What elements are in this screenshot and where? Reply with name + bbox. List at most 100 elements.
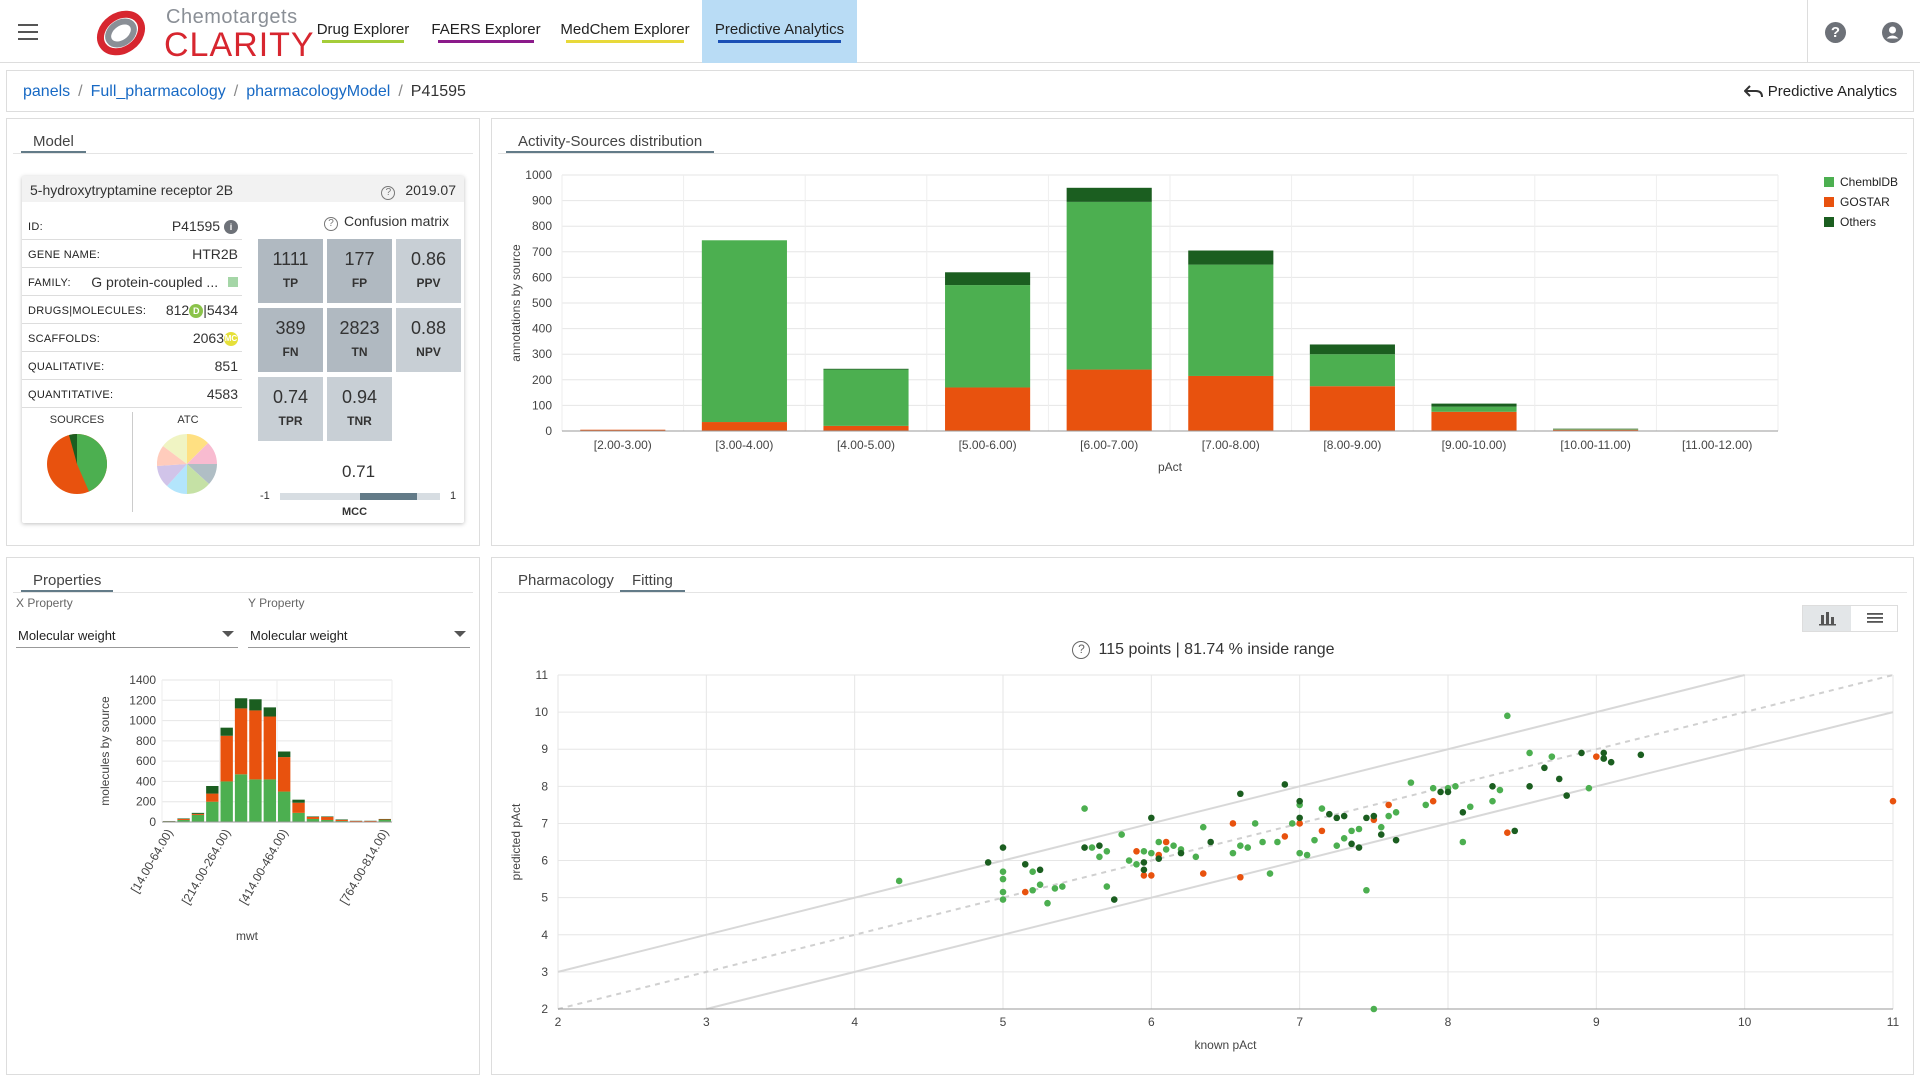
x-tick-label: [6.00-7.00) xyxy=(1080,438,1138,452)
point-others xyxy=(1444,788,1452,796)
undo-icon xyxy=(1743,85,1763,98)
point-others xyxy=(1578,749,1585,757)
account-icon[interactable] xyxy=(1882,22,1903,43)
back-to-predictive-analytics[interactable]: Predictive Analytics xyxy=(1743,83,1897,100)
scaffold-badge: MC xyxy=(224,332,238,347)
nav-drug-explorer[interactable]: Drug Explorer xyxy=(314,0,412,63)
x-tick-label: 11 xyxy=(1887,1015,1900,1029)
bar-others xyxy=(1553,428,1639,430)
point-gostar xyxy=(1429,797,1437,805)
tab-model[interactable]: Model xyxy=(21,127,86,153)
menu-icon[interactable] xyxy=(14,21,42,41)
point-chembldb xyxy=(1029,868,1036,875)
divider xyxy=(132,412,133,512)
bar-chembldb xyxy=(206,801,219,822)
point-chembldb xyxy=(895,877,903,885)
point-chembldb xyxy=(1096,853,1103,861)
diagonal-line xyxy=(557,674,1894,1010)
point-chembldb xyxy=(1489,797,1496,805)
field-value: 2063 xyxy=(192,330,224,346)
point-chembldb xyxy=(999,868,1007,875)
cm-value: 1111 xyxy=(272,249,309,269)
help-icon[interactable]: ? xyxy=(381,186,396,200)
y-tick-label: 10 xyxy=(535,705,549,719)
info-icon[interactable]: i xyxy=(224,220,238,235)
bar-gostar xyxy=(191,813,205,815)
bar-gostar xyxy=(206,793,219,802)
point-chembldb xyxy=(1496,786,1504,794)
nav-underline xyxy=(322,40,404,43)
y-tick-label: 5 xyxy=(541,891,548,905)
help-icon[interactable]: ? xyxy=(1825,22,1846,43)
bar-chembldb xyxy=(1066,201,1152,370)
tab-fitting[interactable]: Fitting xyxy=(620,566,685,592)
x-tick-label: 3 xyxy=(703,1015,710,1029)
point-chembldb xyxy=(1081,805,1088,812)
tab-pharmacology[interactable]: Pharmacology xyxy=(518,572,614,589)
point-gostar xyxy=(1133,847,1140,855)
mcc-max: 1 xyxy=(450,490,457,502)
help-icon[interactable]: ? xyxy=(1072,641,1091,659)
breadcrumb-link-panels[interactable]: panels xyxy=(23,83,71,100)
point-chembldb xyxy=(1355,825,1363,833)
y-tick-label: 0 xyxy=(545,424,552,438)
list-view-button[interactable] xyxy=(1851,606,1899,631)
y-axis-label: molecules by source xyxy=(98,696,112,806)
point-chembldb xyxy=(1244,844,1252,851)
mcc-min: -1 xyxy=(260,490,270,502)
point-gostar xyxy=(1281,833,1289,840)
breadcrumb-link-pharmacology-model[interactable]: pharmacologyModel xyxy=(246,83,391,100)
bar-gostar xyxy=(177,818,190,820)
fitting-scatter-chart[interactable]: 2 3 4 5 6 7 8 9 10 11 2 3 4 5 6 7 8 9 10 11 known pAct predic… xyxy=(492,668,1912,1068)
y-tick-label: 1000 xyxy=(525,168,552,182)
point-others xyxy=(1096,842,1103,850)
pies-area: SOURCES ATC xyxy=(22,408,242,518)
field-scaffolds: SCAFFOLDS: 2063MC xyxy=(22,324,242,352)
point-chembldb xyxy=(999,896,1007,903)
cm-tp: 1111 TP xyxy=(258,239,323,303)
activity-sources-chart[interactable]: 0 100 200 300 400 500 600 700 800 900 1000 [2.00-3.… xyxy=(492,155,1912,545)
point-chembldb xyxy=(1429,784,1437,792)
mcc-label: MCC xyxy=(342,506,368,518)
nav-label: Predictive Analytics xyxy=(714,21,845,38)
y-tick-label: 200 xyxy=(136,795,156,809)
atc-pie[interactable] xyxy=(157,434,217,494)
y-axis-label: predicted pAct xyxy=(509,803,523,880)
point-gostar xyxy=(1140,872,1148,879)
breadcrumb-current: P41595 xyxy=(410,83,466,100)
clarity-logo[interactable]: Chemotargets CLARITY xyxy=(94,6,314,64)
y-property-select[interactable]: Y Property Molecular weight xyxy=(248,596,470,648)
point-chembldb xyxy=(1088,844,1096,851)
bar-gostar xyxy=(1431,411,1517,431)
cm-label: TNR xyxy=(347,414,372,428)
breadcrumb-link-full-pharmacology[interactable]: Full_pharmacology xyxy=(90,83,226,100)
nav-medchem-explorer[interactable]: MedChem Explorer xyxy=(558,0,692,63)
x-property-select[interactable]: X Property Molecular weight xyxy=(16,596,238,648)
bar-chembldb xyxy=(1188,264,1274,376)
properties-chart[interactable]: ChemblDBGOSTAROthers02004006008001000120… xyxy=(7,658,477,1078)
tab-activity-sources[interactable]: Activity-Sources distribution xyxy=(506,127,715,153)
point-chembldb xyxy=(1318,805,1326,812)
x-tick-label: [214.00-264.00) xyxy=(179,826,233,906)
cm-label: PPV xyxy=(416,276,441,290)
tab-divider xyxy=(13,592,473,593)
y-axis-label: annotations by source xyxy=(509,244,523,362)
bar-gostar xyxy=(701,422,787,431)
bar-chembldb xyxy=(292,812,305,822)
chart-view-button[interactable] xyxy=(1803,606,1851,631)
point-others xyxy=(1348,840,1355,848)
nav-predictive-analytics[interactable]: Predictive Analytics xyxy=(702,0,857,63)
sources-pie[interactable] xyxy=(47,434,107,494)
bar-chembldb xyxy=(701,240,787,423)
point-chembldb xyxy=(1259,838,1266,846)
y-tick-label: 900 xyxy=(532,194,552,208)
point-chembldb xyxy=(1392,809,1400,816)
nav-faers-explorer[interactable]: FAERS Explorer xyxy=(430,0,542,63)
point-chembldb xyxy=(1333,842,1341,850)
point-chembldb xyxy=(1237,842,1244,850)
help-icon[interactable]: ? xyxy=(324,217,338,231)
field-value: 851 xyxy=(214,358,238,374)
cm-value: 0.86 xyxy=(410,249,447,269)
bar-chembldb xyxy=(321,819,334,822)
tab-properties[interactable]: Properties xyxy=(21,566,114,592)
